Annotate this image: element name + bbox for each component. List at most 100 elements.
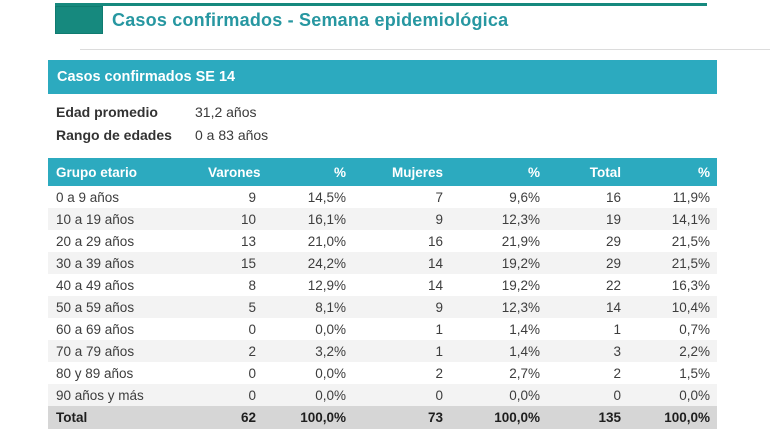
cases-by-age-table: Grupo etario Varones% Mujeres% Total% 0 a 9…: [48, 158, 717, 429]
value-cell: 21,9%: [501, 233, 540, 249]
value-cell: 15: [240, 255, 256, 271]
table-header-row: Grupo etario Varones% Mujeres% Total%: [48, 158, 717, 186]
total-value-cell: 73: [427, 410, 443, 425]
value-cell: 0: [248, 387, 256, 403]
title-divider: [80, 49, 770, 50]
title-accent-square: [55, 6, 103, 34]
value-cell: 13: [240, 233, 256, 249]
value-cell: 12,3%: [501, 211, 540, 227]
table-row: 90 años y más 0 0,0% 0 0,0% 0 0,0%: [48, 384, 717, 406]
age-group-cell: 40 a 49 años: [56, 277, 135, 293]
value-cell: 12,9%: [307, 277, 346, 293]
age-group-cell: 0 a 9 años: [56, 189, 120, 205]
value-cell: 29: [605, 233, 621, 249]
age-range-value: 0 a 83 años: [195, 126, 269, 143]
page-title: Casos confirmados - Semana epidemiológic…: [112, 9, 509, 30]
value-cell: 14: [427, 277, 443, 293]
value-cell: 2: [435, 365, 443, 381]
section-banner-label: Casos confirmados SE 14: [57, 69, 236, 85]
table-row: 20 a 29 años 13 21,0% 16 21,9% 29 21,5%: [48, 230, 717, 252]
value-cell: 14: [427, 255, 443, 271]
value-cell: 16,3%: [671, 277, 710, 293]
average-age-value: 31,2 años: [195, 103, 257, 120]
table-row: 80 y 89 años 0 0,0% 2 2,7% 2 1,5%: [48, 362, 717, 384]
value-cell: 21,0%: [307, 233, 346, 249]
value-cell: 2: [248, 343, 256, 359]
value-cell: 14,1%: [671, 211, 710, 227]
value-cell: 9: [435, 299, 443, 315]
section-banner: Casos confirmados SE 14: [48, 60, 717, 94]
table-row: 10 a 19 años 10 16,1% 9 12,3% 19 14,1%: [48, 208, 717, 230]
value-cell: 8: [248, 277, 256, 293]
value-cell: 3: [613, 343, 621, 359]
column-header-5: Total: [589, 164, 621, 180]
value-cell: 0: [613, 387, 621, 403]
column-header-4: %: [527, 164, 540, 180]
value-cell: 10: [240, 211, 256, 227]
table-row: 0 a 9 años 9 14,5% 7 9,6% 16 11,9%: [48, 186, 717, 208]
value-cell: 1: [435, 343, 443, 359]
value-cell: 9,6%: [509, 189, 540, 205]
value-cell: 16,1%: [307, 211, 346, 227]
age-group-cell: 70 a 79 años: [56, 343, 135, 359]
table-row: 30 a 39 años 15 24,2% 14 19,2% 29 21,5%: [48, 252, 717, 274]
table-total-row: Total 62 100,0% 73 100,0% 135 100,0%: [48, 406, 717, 429]
value-cell: 0: [248, 365, 256, 381]
value-cell: 0,7%: [679, 321, 710, 337]
value-cell: 21,5%: [671, 233, 710, 249]
value-cell: 0,0%: [315, 365, 346, 381]
value-cell: 0,0%: [315, 321, 346, 337]
age-group-cell: 90 años y más: [56, 387, 144, 403]
value-cell: 19: [605, 211, 621, 227]
value-cell: 12,3%: [501, 299, 540, 315]
value-cell: 0: [248, 321, 256, 337]
summary-row-age-range: Rango de edades 0 a 83 años: [56, 123, 268, 146]
age-range-label: Rango de edades: [56, 126, 172, 143]
value-cell: 1: [613, 321, 621, 337]
value-cell: 3,2%: [315, 343, 346, 359]
summary-block: Edad promedio 31,2 años Rango de edades …: [56, 100, 268, 146]
value-cell: 21,5%: [671, 255, 710, 271]
total-value-cell: 100,0%: [300, 410, 346, 425]
total-label-cell: Total: [56, 410, 88, 425]
value-cell: 19,2%: [501, 255, 540, 271]
value-cell: 0,0%: [509, 387, 540, 403]
value-cell: 14,5%: [307, 189, 346, 205]
table-row: 70 a 79 años 2 3,2% 1 1,4% 3 2,2%: [48, 340, 717, 362]
table-row: 60 a 69 años 0 0,0% 1 1,4% 1 0,7%: [48, 318, 717, 340]
total-value-cell: 100,0%: [494, 410, 540, 425]
value-cell: 10,4%: [671, 299, 710, 315]
total-value-cell: 62: [240, 410, 256, 425]
value-cell: 2,2%: [679, 343, 710, 359]
age-group-cell: 50 a 59 años: [56, 299, 135, 315]
total-value-cell: 135: [598, 410, 621, 425]
column-header-2: %: [333, 164, 346, 180]
age-group-cell: 20 a 29 años: [56, 233, 135, 249]
value-cell: 16: [605, 189, 621, 205]
column-header-1: Varones: [208, 164, 261, 180]
value-cell: 0,0%: [679, 387, 710, 403]
table-row: 40 a 49 años 8 12,9% 14 19,2% 22 16,3%: [48, 274, 717, 296]
column-header-0: Grupo etario: [56, 164, 138, 180]
value-cell: 1: [435, 321, 443, 337]
value-cell: 9: [248, 189, 256, 205]
value-cell: 24,2%: [307, 255, 346, 271]
table-row: 50 a 59 años 5 8,1% 9 12,3% 14 10,4%: [48, 296, 717, 318]
value-cell: 8,1%: [315, 299, 346, 315]
value-cell: 1,4%: [509, 343, 540, 359]
value-cell: 22: [605, 277, 621, 293]
value-cell: 9: [435, 211, 443, 227]
value-cell: 5: [248, 299, 256, 315]
title-top-rule: [55, 3, 707, 6]
value-cell: 29: [605, 255, 621, 271]
age-group-cell: 10 a 19 años: [56, 211, 135, 227]
age-group-cell: 80 y 89 años: [56, 365, 134, 381]
value-cell: 0: [435, 387, 443, 403]
value-cell: 2: [613, 365, 621, 381]
age-group-cell: 60 a 69 años: [56, 321, 135, 337]
age-group-cell: 30 a 39 años: [56, 255, 135, 271]
value-cell: 19,2%: [501, 277, 540, 293]
value-cell: 2,7%: [509, 365, 540, 381]
value-cell: 0,0%: [315, 387, 346, 403]
value-cell: 16: [427, 233, 443, 249]
